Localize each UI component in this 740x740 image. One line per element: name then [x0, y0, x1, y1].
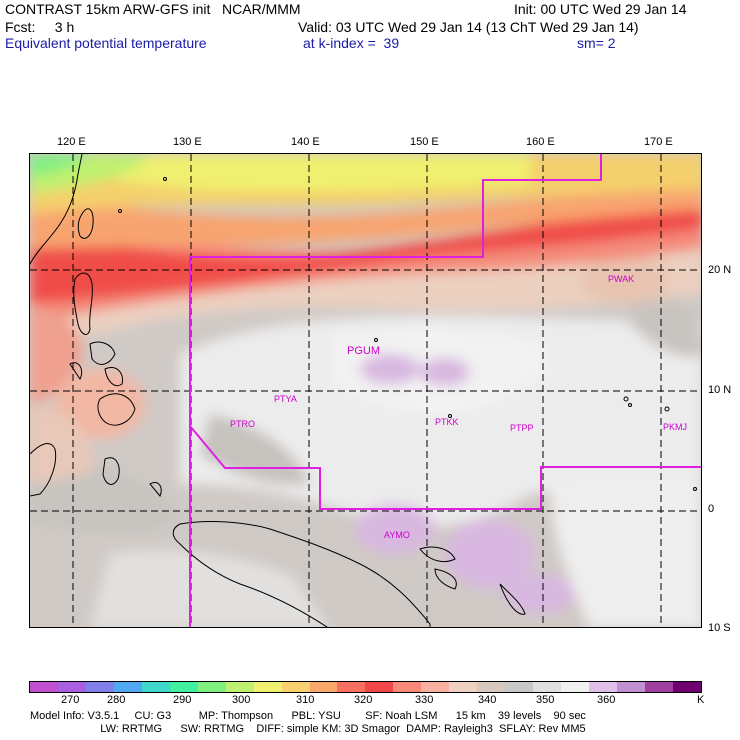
colorbar-segment	[85, 682, 114, 692]
model-info-line2: LW: RRTMG SW: RRTMG DIFF: simple KM: 3D …	[30, 723, 586, 735]
station-label: AYMO	[384, 530, 410, 540]
colorbar	[29, 681, 702, 693]
colorbar-segment	[141, 682, 170, 692]
colorbar-tick: 360	[597, 694, 616, 706]
colorbar-tick: 290	[173, 694, 192, 706]
field-name: Equivalent potential temperature	[5, 35, 207, 51]
lat-label-20n: 20 N	[708, 264, 732, 276]
colorbar-segment	[589, 682, 618, 692]
colorbar-segment	[309, 682, 338, 692]
colorbar-segment	[197, 682, 226, 692]
colorbar-units: K	[697, 694, 705, 706]
level-index: at k-index = 39	[303, 35, 400, 51]
lat-label-equator: 0	[708, 503, 715, 515]
station-label: PGUM	[347, 345, 380, 357]
colorbar-tick: 330	[415, 694, 434, 706]
model-title: CONTRAST 15km ARW-GFS init NCAR/MMM	[5, 1, 301, 17]
colorbar-segment	[421, 682, 450, 692]
colorbar-segment	[617, 682, 645, 692]
colorbar-segment	[533, 682, 562, 692]
lon-label-160e: 160 E	[526, 136, 555, 148]
colorbar-segment	[505, 682, 534, 692]
smoothing: sm= 2	[577, 35, 616, 51]
colorbar-tick: 300	[232, 694, 251, 706]
theta-e-map	[30, 154, 701, 627]
init-time: Init: 00 UTC Wed 29 Jan 14	[514, 1, 687, 17]
station-label: PTRO	[230, 419, 256, 429]
colorbar-tick: 350	[536, 694, 555, 706]
colorbar-segment	[169, 682, 198, 692]
lat-label-10n: 10 N	[708, 384, 732, 396]
station-label: PTKK	[435, 417, 459, 427]
colorbar-tick: 320	[354, 694, 373, 706]
colorbar-tick: 340	[478, 694, 497, 706]
coastlines	[30, 154, 697, 627]
map-panel: PWAK PGUM PTYA PTRO PTKK PTPP PKMJ AYMO	[29, 153, 702, 628]
model-info-line1: Model Info: V3.5.1 CU: G3 MP: Thompson P…	[30, 710, 586, 722]
colorbar-segment	[30, 682, 58, 692]
forecast-hour: Fcst: 3 h	[5, 19, 75, 35]
station-label: PWAK	[608, 274, 635, 284]
colorbar-segment	[477, 682, 506, 692]
colorbar-segment	[644, 682, 673, 692]
lon-label-130e: 130 E	[173, 136, 202, 148]
station-label: PTPP	[510, 423, 534, 433]
colorbar-segment	[393, 682, 422, 692]
colorbar-segment	[225, 682, 254, 692]
colorbar-segment	[672, 682, 701, 692]
colorbar-segment	[561, 682, 590, 692]
colorbar-segment	[281, 682, 310, 692]
colorbar-tick: 280	[107, 694, 126, 706]
station-label: PTYA	[274, 394, 297, 404]
lat-label-10s: 10 S	[708, 622, 731, 634]
lon-label-150e: 150 E	[410, 136, 439, 148]
lon-label-140e: 140 E	[291, 136, 320, 148]
theta-e-field	[30, 154, 701, 627]
colorbar-segment	[253, 682, 282, 692]
colorbar-segment	[113, 682, 142, 692]
colorbar-segment	[449, 682, 478, 692]
colorbar-segment	[57, 682, 86, 692]
lon-label-120e: 120 E	[57, 136, 86, 148]
lon-label-170e: 170 E	[644, 136, 673, 148]
colorbar-tick: 310	[296, 694, 315, 706]
graticule	[30, 154, 701, 627]
station-label: PKMJ	[663, 422, 688, 432]
colorbar-tick: 270	[61, 694, 80, 706]
valid-time: Valid: 03 UTC Wed 29 Jan 14 (13 ChT Wed …	[298, 19, 639, 35]
colorbar-segment	[337, 682, 366, 692]
domain-boundary	[189, 154, 701, 627]
colorbar-segment	[365, 682, 394, 692]
